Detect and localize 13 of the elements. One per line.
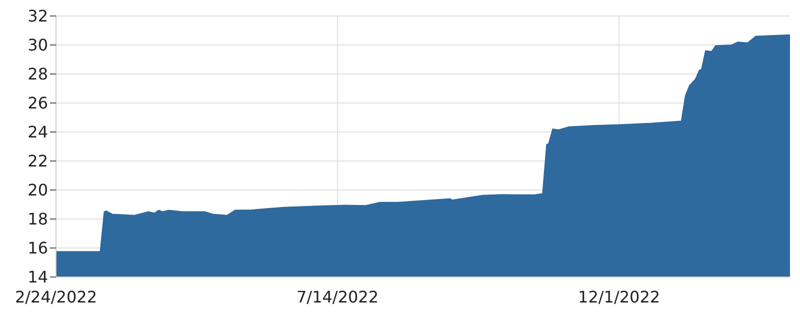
x-tick-label: 2/24/2022 [14, 287, 98, 306]
x-tick-label: 12/1/2022 [578, 287, 660, 306]
y-tick-label: 20 [28, 180, 48, 200]
y-tick-label: 24 [28, 122, 48, 142]
y-tick-label: 28 [28, 64, 48, 84]
y-tick-label: 22 [28, 152, 48, 171]
y-tick-label: 18 [28, 210, 48, 229]
y-tick-label: 26 [28, 94, 48, 113]
y-tick-label: 30 [28, 36, 48, 55]
y-tick-label: 32 [28, 6, 48, 26]
y-tick-label: 16 [28, 238, 48, 258]
x-tick-label: 7/14/2022 [296, 287, 379, 306]
y-tick-label: 14 [28, 268, 48, 287]
